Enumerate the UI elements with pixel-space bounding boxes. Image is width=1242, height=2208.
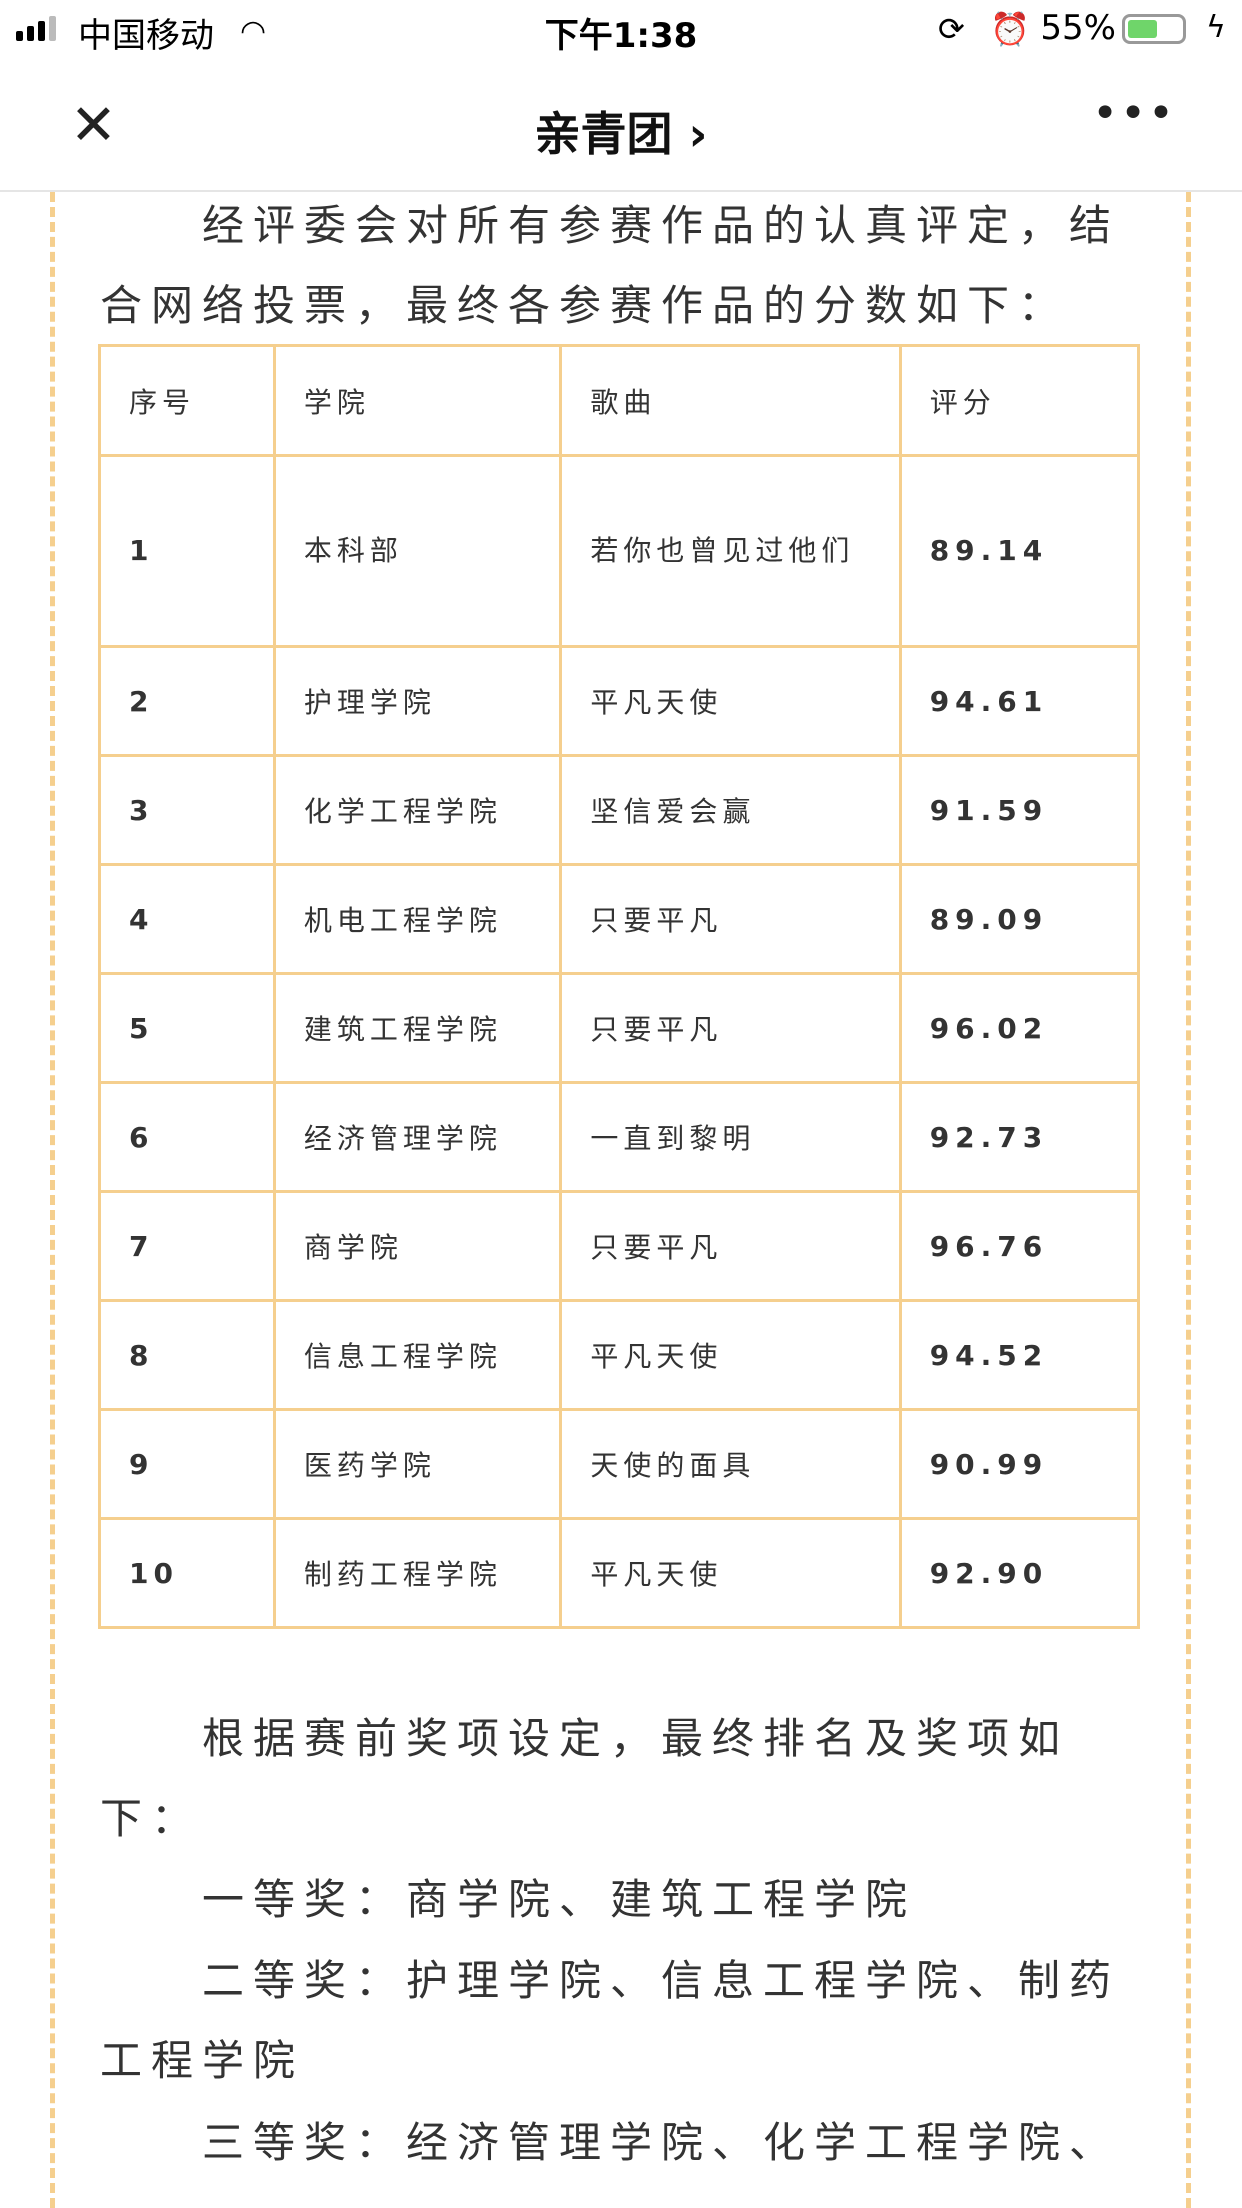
row-index: 3 bbox=[98, 754, 276, 866]
row-score: 89.14 bbox=[898, 454, 1141, 648]
row-college: 建筑工程学院 bbox=[272, 972, 563, 1084]
right-dashed-border bbox=[1186, 192, 1191, 2208]
row-college: 信息工程学院 bbox=[272, 1299, 563, 1411]
header-college: 学院 bbox=[272, 344, 563, 457]
header-index: 序号 bbox=[98, 344, 276, 457]
table-row: 4 机电工程学院 只要平凡 89.09 bbox=[98, 863, 1141, 975]
table-header-row: 序号 学院 歌曲 评分 bbox=[98, 344, 1141, 457]
alarm-icon: ⏰ bbox=[990, 10, 1030, 48]
row-index: 1 bbox=[98, 454, 276, 648]
intro-paragraph: 经评委会对所有参赛作品的认真评定，结合网络投票，最终各参赛作品的分数如下： bbox=[100, 201, 1121, 330]
row-song: 只要平凡 bbox=[559, 863, 902, 975]
row-song: 若你也曾见过他们 bbox=[559, 454, 902, 648]
row-song: 平凡天使 bbox=[559, 1299, 902, 1411]
row-college: 医药学院 bbox=[272, 1408, 563, 1520]
row-index: 9 bbox=[98, 1408, 276, 1520]
row-song: 天使的面具 bbox=[559, 1408, 902, 1520]
table-row: 3 化学工程学院 坚信爱会赢 91.59 bbox=[98, 754, 1141, 866]
row-score: 92.73 bbox=[898, 1081, 1141, 1193]
row-index: 6 bbox=[98, 1081, 276, 1193]
row-score: 94.61 bbox=[898, 645, 1141, 757]
table-row: 10 制药工程学院 平凡天使 92.90 bbox=[98, 1517, 1141, 1629]
row-song: 平凡天使 bbox=[559, 1517, 902, 1629]
table-row: 7 商学院 只要平凡 96.76 bbox=[98, 1190, 1141, 1302]
battery-icon bbox=[1122, 14, 1186, 44]
table-row: 2 护理学院 平凡天使 94.61 bbox=[98, 645, 1141, 757]
table-row: 9 医药学院 天使的面具 90.99 bbox=[98, 1408, 1141, 1520]
row-score: 96.76 bbox=[898, 1190, 1141, 1302]
award-second: 二等奖：护理学院、信息工程学院、制药工程学院 bbox=[100, 1956, 1121, 2085]
signal-icon bbox=[16, 16, 56, 41]
row-score: 89.09 bbox=[898, 863, 1141, 975]
row-index: 4 bbox=[98, 863, 276, 975]
score-table: 序号 学院 歌曲 评分 1 本科部 若你也曾见过他们 89.14 2 护理学院 平凡天使 94… bbox=[98, 344, 1141, 1629]
row-college: 经济管理学院 bbox=[272, 1081, 563, 1193]
page-title[interactable]: 亲青团 › bbox=[534, 107, 708, 161]
row-index: 10 bbox=[98, 1517, 276, 1629]
header-score: 评分 bbox=[898, 344, 1141, 457]
rotation-lock-icon: ⟳ bbox=[938, 10, 965, 48]
row-song: 平凡天使 bbox=[559, 645, 902, 757]
table-row: 5 建筑工程学院 只要平凡 96.02 bbox=[98, 972, 1141, 1084]
status-bar: 中国移动 ◠ 下午1:38 ⟳ ⏰ 55% ϟ bbox=[0, 0, 1242, 62]
row-college: 化学工程学院 bbox=[272, 754, 563, 866]
row-score: 91.59 bbox=[898, 754, 1141, 866]
close-icon[interactable]: ✕ bbox=[70, 93, 117, 158]
header-song: 歌曲 bbox=[559, 344, 902, 457]
award-first: 一等奖：商学院、建筑工程学院 bbox=[202, 1875, 917, 1924]
table-row: 6 经济管理学院 一直到黎明 92.73 bbox=[98, 1081, 1141, 1193]
carrier-name: 中国移动 bbox=[78, 16, 214, 56]
left-dashed-border bbox=[50, 192, 55, 2208]
row-index: 7 bbox=[98, 1190, 276, 1302]
charging-icon: ϟ bbox=[1206, 10, 1226, 45]
row-score: 92.90 bbox=[898, 1517, 1141, 1629]
row-index: 5 bbox=[98, 972, 276, 1084]
wifi-icon: ◠ bbox=[240, 14, 267, 49]
row-song: 只要平凡 bbox=[559, 1190, 902, 1302]
clock: 下午1:38 bbox=[544, 16, 698, 56]
table-row: 8 信息工程学院 平凡天使 94.52 bbox=[98, 1299, 1141, 1411]
row-college: 护理学院 bbox=[272, 645, 563, 757]
row-song: 坚信爱会赢 bbox=[559, 754, 902, 866]
row-song: 只要平凡 bbox=[559, 972, 902, 1084]
table-row: 1 本科部 若你也曾见过他们 89.14 bbox=[98, 454, 1141, 648]
row-score: 94.52 bbox=[898, 1299, 1141, 1411]
award-third: 三等奖：经济管理学院、化学工程学院、 bbox=[202, 2118, 1121, 2167]
row-college: 商学院 bbox=[272, 1190, 563, 1302]
row-index: 2 bbox=[98, 645, 276, 757]
row-college: 机电工程学院 bbox=[272, 863, 563, 975]
row-index: 8 bbox=[98, 1299, 276, 1411]
row-score: 96.02 bbox=[898, 972, 1141, 1084]
battery-percent: 55% bbox=[1040, 8, 1116, 48]
nav-bar: ✕ 亲青团 › ••• bbox=[0, 62, 1242, 192]
row-song: 一直到黎明 bbox=[559, 1081, 902, 1193]
row-college: 本科部 bbox=[272, 454, 563, 648]
awards-intro: 根据赛前奖项设定，最终排名及奖项如下： bbox=[100, 1714, 1070, 1843]
row-college: 制药工程学院 bbox=[272, 1517, 563, 1629]
row-score: 90.99 bbox=[898, 1408, 1141, 1520]
more-icon[interactable]: ••• bbox=[1092, 88, 1176, 139]
